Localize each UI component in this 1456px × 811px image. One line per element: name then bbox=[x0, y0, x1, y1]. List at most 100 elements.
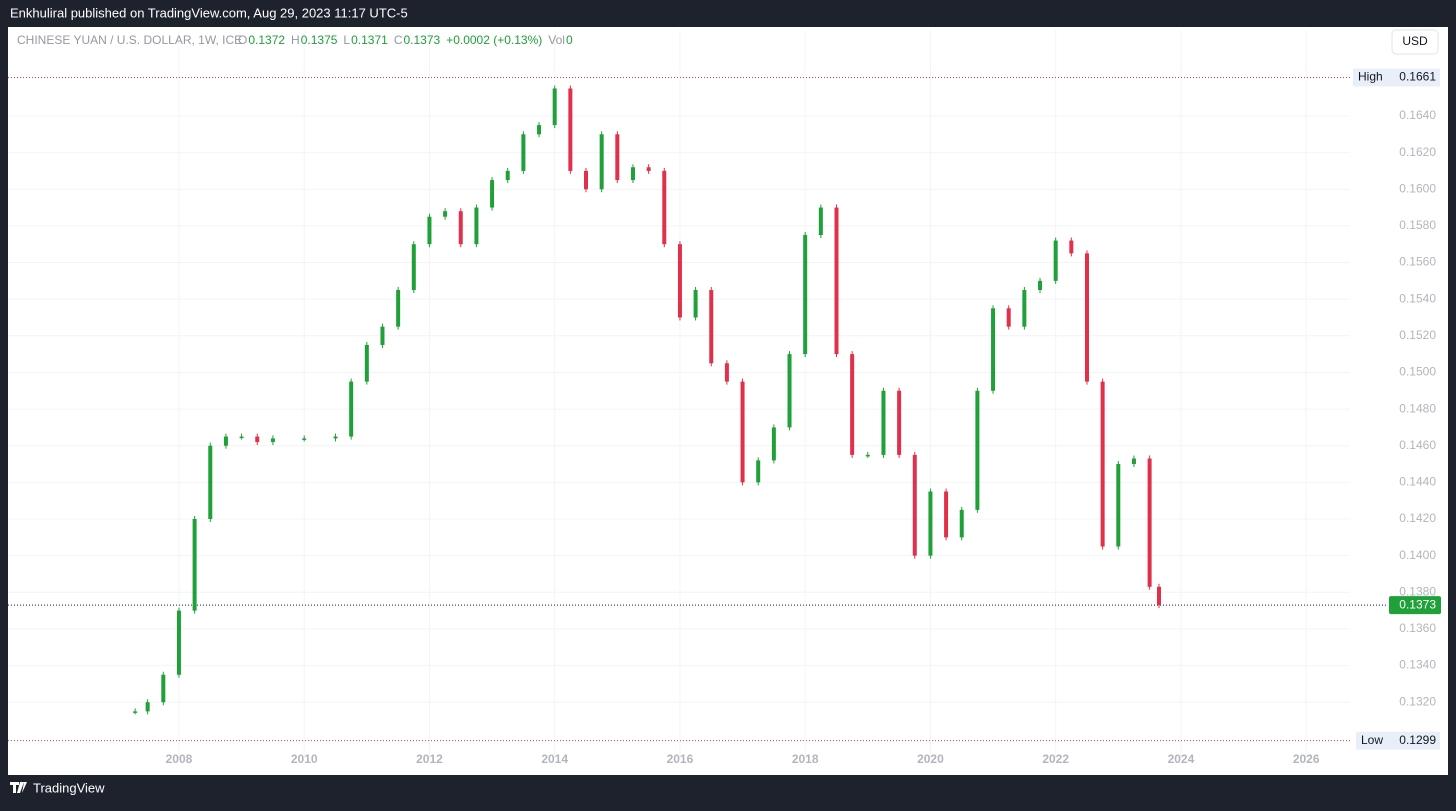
candle bbox=[1006, 308, 1011, 327]
candle bbox=[897, 390, 902, 455]
candle bbox=[208, 445, 213, 520]
candle bbox=[552, 88, 557, 126]
plot: 0.1320 0.1340 0.1360 0.1380 0.1400 0.1420 0.14… bbox=[8, 30, 1441, 766]
x-tick-label: 2022 bbox=[1042, 752, 1069, 766]
x-tick-label: 2012 bbox=[416, 752, 443, 766]
candle bbox=[255, 436, 260, 443]
candle bbox=[850, 354, 855, 455]
candle bbox=[834, 207, 839, 355]
candle bbox=[818, 207, 823, 236]
legend-o-label: O bbox=[238, 33, 247, 47]
x-tick-label: 2018 bbox=[792, 752, 819, 766]
candle bbox=[537, 125, 542, 135]
logo bbox=[10, 782, 27, 793]
y-tick-label: 0.1560 bbox=[1399, 255, 1436, 269]
y-tick-label: 0.1540 bbox=[1399, 291, 1436, 305]
candle bbox=[270, 438, 275, 443]
candle bbox=[176, 610, 181, 675]
low-label: Low bbox=[1361, 733, 1383, 747]
candle bbox=[599, 134, 604, 190]
y-tick-label: 0.1600 bbox=[1399, 181, 1436, 195]
last-value: 0.1373 bbox=[1399, 597, 1436, 611]
candle bbox=[693, 290, 698, 318]
candle bbox=[881, 390, 886, 455]
currency-button[interactable] bbox=[1391, 29, 1439, 55]
candle bbox=[1147, 458, 1152, 587]
brand: TradingView bbox=[33, 780, 105, 795]
candle bbox=[1100, 381, 1105, 547]
high-label: High bbox=[1358, 70, 1383, 84]
x-tick-label: 2014 bbox=[541, 752, 568, 766]
low-badge bbox=[1356, 731, 1440, 750]
high-value: 0.1661 bbox=[1399, 70, 1436, 84]
x-tick-label: 2020 bbox=[917, 752, 944, 766]
candle bbox=[709, 290, 714, 364]
y-tick-label: 0.1480 bbox=[1399, 401, 1436, 415]
candle bbox=[771, 427, 776, 461]
candle bbox=[991, 308, 996, 391]
candle bbox=[380, 326, 385, 345]
candle bbox=[662, 170, 667, 245]
publisher: Enkhuliral published on TradingView.com,… bbox=[10, 5, 408, 20]
legend-h-label: H bbox=[291, 33, 300, 47]
candle bbox=[1069, 240, 1074, 254]
candle bbox=[302, 438, 307, 440]
candle bbox=[568, 88, 573, 171]
candle bbox=[349, 381, 354, 437]
legend-close: 0.1373 bbox=[403, 33, 440, 47]
y-tick-label: 0.1500 bbox=[1399, 365, 1436, 379]
legend-vol-label: Vol bbox=[548, 33, 565, 47]
candle bbox=[756, 460, 761, 483]
legend-high: 0.1375 bbox=[301, 33, 338, 47]
candle bbox=[223, 436, 228, 446]
candle bbox=[615, 134, 620, 181]
x-tick-label: 2008 bbox=[166, 752, 193, 766]
x-tick-label: 2024 bbox=[1168, 752, 1195, 766]
candle bbox=[490, 180, 495, 208]
candle bbox=[787, 354, 792, 428]
candle bbox=[646, 167, 651, 171]
low-value: 0.1299 bbox=[1399, 733, 1436, 747]
y-tick-label: 0.1380 bbox=[1399, 584, 1436, 598]
candle bbox=[975, 390, 980, 510]
legend-volume: 0 bbox=[566, 33, 573, 47]
candle bbox=[133, 711, 138, 713]
y-tick-label: 0.1400 bbox=[1399, 548, 1436, 562]
y-tick-label: 0.1360 bbox=[1399, 621, 1436, 635]
candle bbox=[427, 216, 432, 245]
y-tick-label: 0.1580 bbox=[1399, 218, 1436, 232]
y-tick-label: 0.1460 bbox=[1399, 438, 1436, 452]
candle bbox=[333, 436, 338, 439]
chart-title: CHINESE YUAN / U.S. DOLLAR, 1W, ICE bbox=[17, 33, 242, 47]
candle bbox=[677, 244, 682, 318]
candle bbox=[584, 170, 589, 190]
candle bbox=[396, 290, 401, 327]
y-tick-label: 0.1620 bbox=[1399, 145, 1436, 159]
y-tick-label: 0.1640 bbox=[1399, 108, 1436, 122]
candle bbox=[1038, 280, 1043, 290]
candle bbox=[161, 674, 166, 703]
candle bbox=[239, 436, 244, 439]
candle bbox=[865, 454, 870, 457]
legend-low: 0.1371 bbox=[351, 33, 388, 47]
candle bbox=[1116, 464, 1121, 547]
candle bbox=[1157, 586, 1162, 606]
legend-change: +0.0002 (+0.13%) bbox=[446, 33, 542, 47]
candle bbox=[364, 344, 369, 382]
currency[interactable]: USD bbox=[1402, 34, 1428, 48]
x-tick-label: 2026 bbox=[1293, 752, 1320, 766]
x-tick-label: 2016 bbox=[667, 752, 694, 766]
candle bbox=[474, 207, 479, 245]
chart-panel bbox=[8, 27, 1448, 775]
candle bbox=[630, 167, 635, 181]
y-tick-label: 0.1420 bbox=[1399, 511, 1436, 525]
candle bbox=[145, 702, 150, 712]
candle bbox=[1084, 253, 1089, 382]
candle bbox=[724, 363, 729, 382]
candle bbox=[458, 211, 463, 245]
candle bbox=[521, 134, 526, 171]
high-badge bbox=[1353, 68, 1440, 87]
candle bbox=[1022, 290, 1027, 327]
candle bbox=[944, 491, 949, 538]
